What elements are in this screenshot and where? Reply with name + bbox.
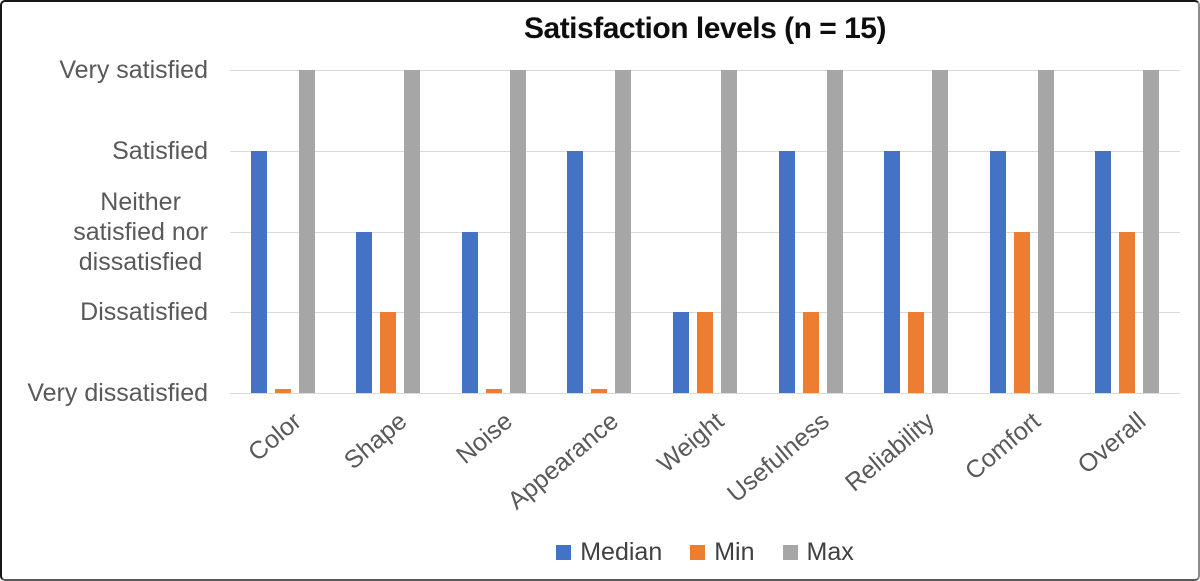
bar-median-shape (356, 231, 373, 393)
bar-median-usefulness (778, 150, 795, 393)
x-tick-label-reliability: Reliability (840, 407, 941, 498)
bar-max-comfort (1037, 70, 1054, 393)
y-tick-label-line: Very dissatisfied (27, 379, 208, 407)
x-tick-label-appearance: Appearance (502, 407, 624, 516)
legend-item-min: Min (690, 538, 755, 567)
bar-max-overall (1143, 70, 1160, 393)
bar-min-shape (380, 312, 397, 393)
plot-area (230, 70, 1180, 394)
bar-min-overall (1119, 231, 1136, 393)
x-tick-label-shape: Shape (338, 407, 413, 475)
gridline-3 (230, 231, 1180, 233)
y-tick-label-very-satisfied: Very satisfied (59, 55, 208, 85)
legend-label-median: Median (580, 538, 663, 566)
legend-swatch-min (690, 545, 706, 560)
bar-max-usefulness (826, 70, 843, 393)
gridline-5 (230, 70, 1180, 71)
bar-median-color (250, 150, 267, 393)
legend-label-min: Min (714, 538, 755, 566)
bar-max-weight (721, 70, 737, 393)
y-tick-label-satisfied: Satisfied (112, 136, 208, 166)
bar-median-reliability (884, 150, 901, 393)
bar-median-overall (1095, 150, 1112, 393)
x-tick-label-usefulness: Usefulness (721, 407, 835, 508)
bar-min-color (274, 389, 291, 393)
bar-median-comfort (989, 150, 1006, 393)
bar-min-usefulness (802, 312, 819, 393)
y-tick-label-line: Dissatisfied (80, 298, 208, 327)
legend-swatch-median (556, 545, 572, 560)
x-tick-label-weight: Weight (651, 407, 729, 479)
legend-item-max: Max (782, 538, 854, 567)
x-tick-label-comfort: Comfort (959, 407, 1046, 486)
gridline-1 (230, 393, 1180, 394)
y-tick-label-line: dissatisfied (78, 247, 203, 276)
bar-median-noise (461, 231, 478, 393)
bar-max-shape (404, 70, 421, 393)
bar-max-reliability (932, 70, 949, 393)
y-tick-label-dissatisfied: Dissatisfied (80, 297, 208, 327)
bar-max-appearance (615, 70, 632, 393)
chart-title: Satisfaction levels (n = 15) (524, 12, 886, 45)
x-tick-label-overall: Overall (1072, 407, 1152, 480)
bar-max-noise (509, 70, 526, 393)
y-tick-label-neither-satisfied-nor-dissatisfied: Neither satisfied nor dissatisfied (73, 187, 208, 277)
y-tick-label-line: Satisfied (112, 136, 208, 165)
y-tick-label-very-dissatisfied: Very dissatisfied (27, 378, 208, 408)
bar-min-weight (697, 312, 713, 393)
bar-min-noise (485, 389, 502, 393)
legend-swatch-max (782, 545, 798, 560)
bar-median-appearance (567, 150, 584, 393)
gridline-4 (230, 150, 1180, 152)
legend-item-median: Median (556, 538, 662, 567)
x-tick-label-color: Color (243, 407, 307, 467)
legend-label-max: Max (806, 538, 854, 566)
legend: Median Min Max (230, 538, 1180, 567)
y-tick-label-line: Neither (100, 187, 181, 216)
y-tick-label-line: satisfied nor (73, 217, 208, 246)
bar-max-color (298, 70, 315, 393)
bar-min-reliability (908, 312, 925, 393)
x-tick-label-noise: Noise (450, 407, 518, 470)
bar-min-appearance (591, 389, 608, 393)
bar-median-weight (673, 312, 689, 393)
y-tick-label-line: Very satisfied (59, 56, 208, 84)
bar-min-comfort (1013, 231, 1030, 393)
